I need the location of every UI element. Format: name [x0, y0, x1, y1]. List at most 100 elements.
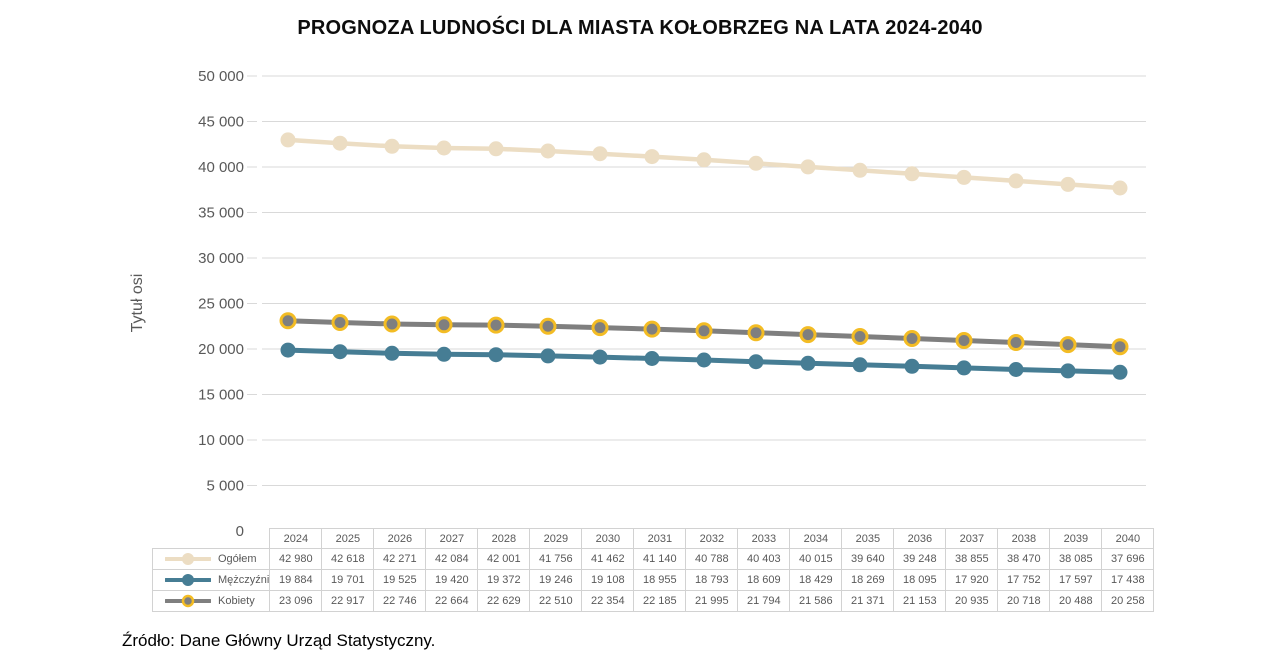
value-cell: 39 248: [893, 548, 947, 570]
data-point-ogółem: [644, 149, 660, 165]
year-header: 2036: [893, 528, 947, 549]
value-cell: 19 372: [477, 569, 531, 591]
legend-cell: Mężczyźni: [151, 569, 271, 591]
data-point-kobiety: [851, 328, 869, 345]
data-point-mężczyźni: [748, 354, 764, 370]
data-point-ogółem: [436, 140, 452, 156]
value-cell: 41 462: [581, 548, 635, 570]
value-cell: 38 470: [997, 548, 1051, 570]
data-point-mężczyźni: [384, 345, 400, 361]
data-point-mężczyźni: [644, 351, 660, 366]
value-cell: 37 696: [1101, 548, 1155, 570]
value-cell: 21 995: [685, 590, 739, 612]
legend-marker-ogółem: [165, 553, 211, 565]
data-point-ogółem: [1112, 180, 1128, 196]
value-cell: 22 629: [477, 590, 531, 612]
legend-cell: Kobiety: [151, 590, 271, 612]
value-cell: 20 488: [1049, 590, 1103, 612]
year-header: 2037: [945, 528, 999, 549]
value-cell: 18 955: [633, 569, 687, 591]
data-point-ogółem: [852, 162, 868, 178]
data-point-mężczyźni: [1112, 364, 1128, 380]
value-cell: 17 752: [997, 569, 1051, 591]
value-cell: 21 586: [789, 590, 843, 612]
value-cell: 21 153: [893, 590, 947, 612]
value-cell: 40 788: [685, 548, 739, 570]
data-point-ogółem: [488, 141, 504, 157]
data-point-kobiety: [487, 316, 505, 334]
data-point-mężczyźni: [696, 352, 712, 368]
data-point-kobiety: [955, 332, 973, 349]
y-axis-tick-label: 0: [236, 523, 244, 540]
data-point-kobiety: [1111, 338, 1129, 356]
legend-marker-mężczyźni: [165, 574, 211, 586]
data-point-ogółem: [540, 143, 556, 159]
value-cell: 17 438: [1101, 569, 1155, 591]
value-cell: 21 794: [737, 590, 791, 612]
y-axis-tick-label: 40 000: [198, 159, 244, 176]
data-point-kobiety: [383, 315, 401, 333]
data-point-mężczyźni: [1008, 362, 1024, 377]
y-axis-tick-label: 15 000: [198, 387, 244, 404]
value-cell: 19 525: [373, 569, 427, 591]
value-cell: 22 354: [581, 590, 635, 612]
y-axis-tick-label: 30 000: [198, 250, 244, 267]
year-header: 2038: [997, 528, 1051, 549]
value-cell: 17 920: [945, 569, 999, 591]
data-point-ogółem: [696, 152, 712, 168]
chart-data-table-grid: 2024 2025 2026 2027 2028 2029 2030 2031 2032 2033…: [151, 528, 1155, 612]
data-point-mężczyźni: [904, 358, 920, 374]
data-point-kobiety: [799, 326, 817, 344]
data-point-mężczyźni: [436, 346, 452, 362]
value-cell: 22 185: [633, 590, 687, 612]
data-point-ogółem: [956, 169, 972, 185]
legend-marker-kobiety: [165, 594, 211, 608]
data-point-kobiety: [903, 330, 921, 347]
value-cell: 23 096: [269, 590, 323, 612]
data-point-mężczyźni: [280, 342, 296, 358]
value-cell: 18 793: [685, 569, 739, 591]
data-point-ogółem: [332, 135, 348, 151]
data-point-ogółem: [592, 146, 608, 162]
value-cell: 22 746: [373, 590, 427, 612]
data-point-kobiety: [279, 312, 297, 330]
y-axis-tick-label: 45 000: [198, 114, 244, 131]
y-axis-tick-label: 50 000: [198, 68, 244, 85]
table-row-ogółem: Ogółem 42 980 42 618 42 271 42 084 42 001 41 7…: [151, 548, 1155, 570]
y-axis-title: Tytuł osi: [129, 274, 146, 333]
year-header: 2034: [789, 528, 843, 549]
y-axis-tick-label: 25 000: [198, 296, 244, 313]
value-cell: 18 269: [841, 569, 895, 591]
data-point-ogółem: [1060, 176, 1076, 192]
data-point-ogółem: [748, 155, 764, 171]
data-point-kobiety: [539, 317, 557, 335]
data-point-kobiety: [747, 324, 765, 342]
value-cell: 40 403: [737, 548, 791, 570]
data-point-kobiety: [331, 314, 349, 331]
year-header: 2029: [529, 528, 583, 549]
value-cell: 42 980: [269, 548, 323, 570]
value-cell: 42 271: [373, 548, 427, 570]
year-header: 2025: [321, 528, 375, 549]
value-cell: 19 884: [269, 569, 323, 591]
value-cell: 22 664: [425, 590, 479, 612]
table-row-mężczyźni: Mężczyźni 19 884 19 701 19 525 19 420 19 372 1…: [151, 569, 1155, 591]
value-cell: 40 015: [789, 548, 843, 570]
y-axis-tick-label: 20 000: [198, 341, 244, 358]
year-header: 2039: [1049, 528, 1103, 549]
year-header: 2024: [269, 528, 323, 549]
year-header: 2027: [425, 528, 479, 549]
data-point-kobiety: [643, 320, 661, 338]
y-axis-tick-label: 35 000: [198, 205, 244, 222]
value-cell: 42 001: [477, 548, 531, 570]
data-point-ogółem: [384, 138, 400, 154]
value-cell: 19 108: [581, 569, 635, 591]
table-row-kobiety: Kobiety 23 096 22 917 22 746 22 664 22 629 22 …: [151, 590, 1155, 612]
value-cell: 18 095: [893, 569, 947, 591]
y-axis-tick-label: 10 000: [198, 432, 244, 449]
year-header: 2026: [373, 528, 427, 549]
legend-label: Kobiety: [218, 595, 255, 607]
legend-cell: Ogółem: [151, 548, 271, 570]
data-point-kobiety: [1059, 336, 1077, 354]
legend-label: Ogółem: [218, 553, 257, 565]
